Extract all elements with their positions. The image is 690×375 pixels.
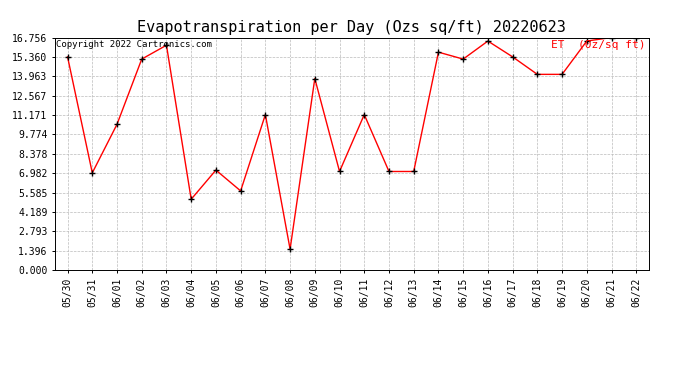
Text: ET  (0z/sq ft): ET (0z/sq ft): [551, 40, 646, 50]
Title: Evapotranspiration per Day (Ozs sq/ft) 20220623: Evapotranspiration per Day (Ozs sq/ft) 2…: [137, 20, 566, 35]
Text: Copyright 2022 Cartronics.com: Copyright 2022 Cartronics.com: [57, 40, 213, 49]
